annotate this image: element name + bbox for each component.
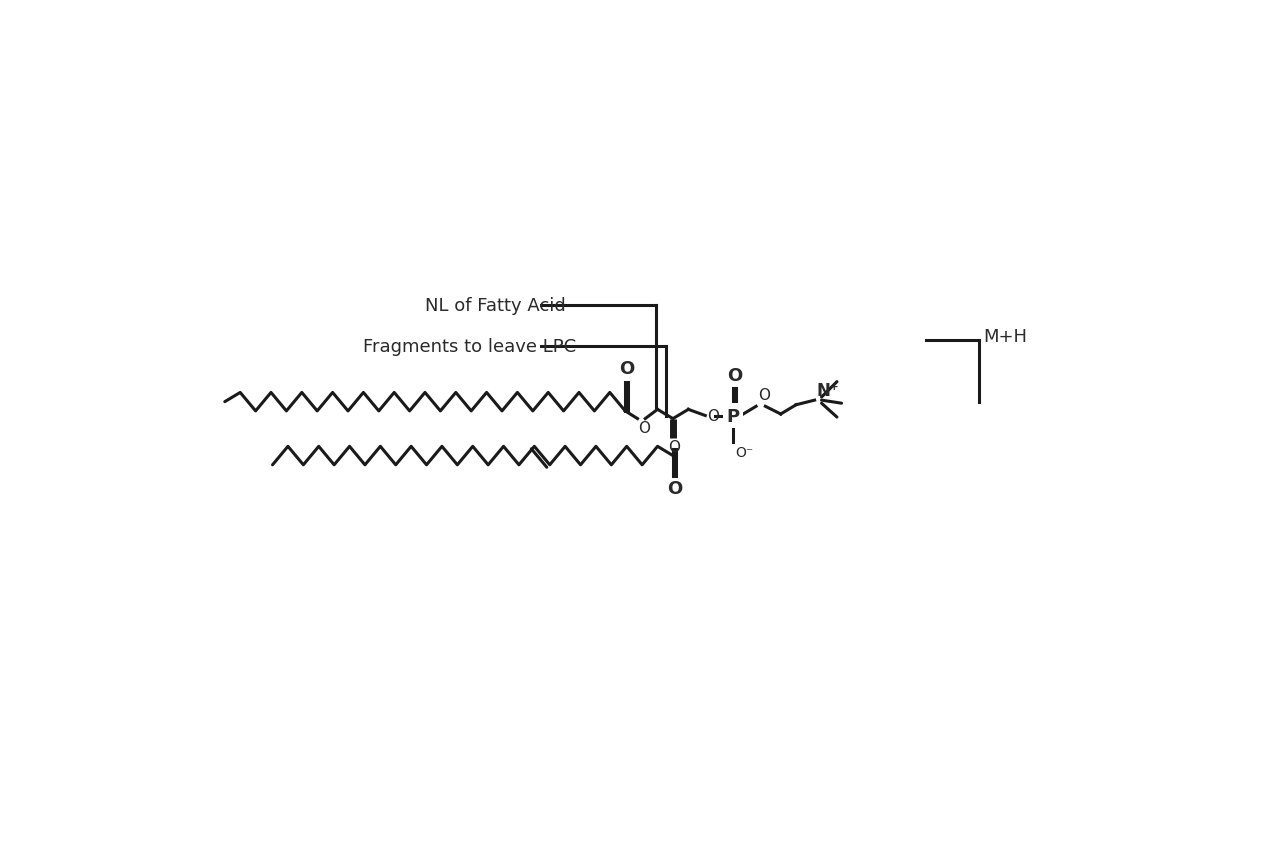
Text: O: O xyxy=(620,360,635,377)
Text: O: O xyxy=(758,388,769,403)
Text: N⁺: N⁺ xyxy=(817,381,838,399)
Text: O: O xyxy=(667,480,682,498)
Text: P: P xyxy=(727,407,740,425)
Text: O⁻: O⁻ xyxy=(735,446,754,459)
Text: O: O xyxy=(727,366,742,384)
Text: O: O xyxy=(707,409,719,423)
Text: O: O xyxy=(639,421,650,435)
Text: O: O xyxy=(668,440,681,455)
Text: NL of Fatty Acid: NL of Fatty Acid xyxy=(425,297,566,315)
Text: Fragments to leave LPC: Fragments to leave LPC xyxy=(364,338,576,356)
Text: M+H: M+H xyxy=(983,328,1028,346)
